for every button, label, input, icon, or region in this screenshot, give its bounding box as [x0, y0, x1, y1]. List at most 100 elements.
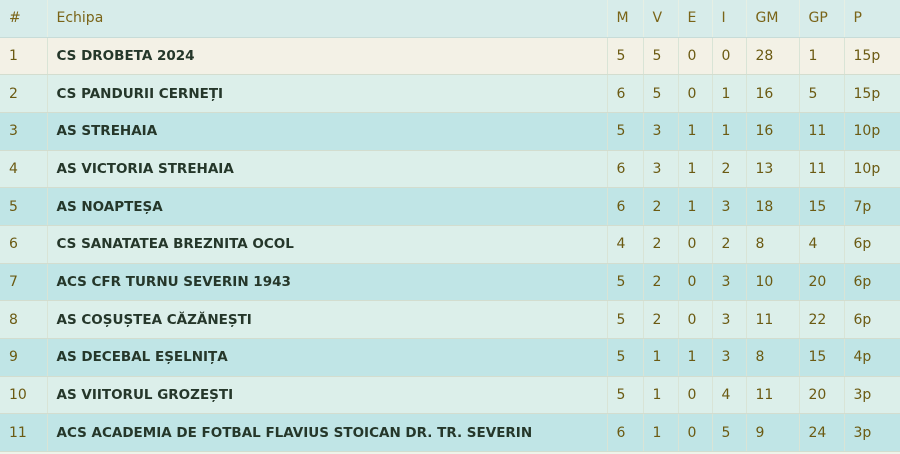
- table-row: 8 AS COȘUȘTEA CĂZĂNEȘTI 5 2 0 3 11 22 6p: [0, 300, 900, 339]
- cell-wins: 1: [643, 376, 679, 415]
- cell-losses: 2: [712, 150, 747, 189]
- header-losses: I: [712, 0, 747, 38]
- cell-wins: 5: [643, 37, 679, 76]
- cell-goals-against: 22: [799, 300, 845, 339]
- table-row: 5 AS NOAPTEȘA 6 2 1 3 18 15 7p: [0, 187, 900, 226]
- cell-losses: 4: [712, 376, 747, 415]
- header-team: Echipa: [47, 0, 608, 38]
- cell-team: ACS ACADEMIA DE FOTBAL FLAVIUS STOICAN D…: [47, 413, 608, 453]
- cell-losses: 5: [712, 413, 747, 453]
- cell-goals-for: 11: [746, 376, 800, 415]
- cell-matches: 5: [607, 112, 644, 151]
- cell-goals-against: 11: [799, 150, 845, 189]
- cell-goals-against: 20: [799, 376, 845, 415]
- cell-points: 7p: [844, 187, 900, 226]
- cell-points: 6p: [844, 263, 900, 302]
- cell-team: AS COȘUȘTEA CĂZĂNEȘTI: [47, 300, 608, 339]
- cell-team: CS SANATATEA BREZNITA OCOL: [47, 225, 608, 264]
- cell-goals-against: 24: [799, 413, 845, 453]
- cell-draws: 0: [678, 37, 713, 76]
- table-row: 2 CS PANDURII CERNEȚI 6 5 0 1 16 5 15p: [0, 74, 900, 113]
- cell-team: CS PANDURII CERNEȚI: [47, 74, 608, 113]
- cell-team: ACS CFR TURNU SEVERIN 1943: [47, 263, 608, 302]
- cell-goals-for: 11: [746, 300, 800, 339]
- cell-points: 15p: [844, 37, 900, 76]
- cell-draws: 0: [678, 225, 713, 264]
- header-matches: M: [607, 0, 644, 38]
- cell-goals-for: 9: [746, 413, 800, 453]
- cell-draws: 1: [678, 338, 713, 377]
- cell-team: AS VICTORIA STREHAIA: [47, 150, 608, 189]
- cell-matches: 5: [607, 263, 644, 302]
- cell-losses: 1: [712, 112, 747, 151]
- cell-wins: 3: [643, 112, 679, 151]
- cell-points: 3p: [844, 376, 900, 415]
- cell-draws: 0: [678, 74, 713, 113]
- cell-goals-against: 11: [799, 112, 845, 151]
- cell-wins: 2: [643, 225, 679, 264]
- cell-goals-for: 8: [746, 338, 800, 377]
- cell-goals-against: 5: [799, 74, 845, 113]
- cell-draws: 1: [678, 187, 713, 226]
- standings-header: # Echipa M V E I GM GP P: [0, 0, 900, 38]
- cell-draws: 1: [678, 112, 713, 151]
- cell-team: AS STREHAIA: [47, 112, 608, 151]
- cell-team: AS VIITORUL GROZEȘTI: [47, 376, 608, 415]
- cell-losses: 3: [712, 187, 747, 226]
- cell-position: 7: [0, 263, 48, 302]
- cell-points: 3p: [844, 413, 900, 453]
- cell-points: 6p: [844, 225, 900, 264]
- cell-matches: 5: [607, 338, 644, 377]
- cell-points: 4p: [844, 338, 900, 377]
- cell-wins: 1: [643, 413, 679, 453]
- cell-draws: 0: [678, 263, 713, 302]
- cell-goals-against: 20: [799, 263, 845, 302]
- cell-goals-against: 15: [799, 187, 845, 226]
- cell-goals-against: 1: [799, 37, 845, 76]
- table-row: 1 CS DROBETA 2024 5 5 0 0 28 1 15p: [0, 37, 900, 76]
- cell-position: 6: [0, 225, 48, 264]
- cell-matches: 6: [607, 413, 644, 453]
- cell-position: 2: [0, 74, 48, 113]
- cell-goals-for: 28: [746, 37, 800, 76]
- table-row: 10 AS VIITORUL GROZEȘTI 5 1 0 4 11 20 3p: [0, 376, 900, 415]
- cell-wins: 3: [643, 150, 679, 189]
- cell-wins: 1: [643, 338, 679, 377]
- table-row: 3 AS STREHAIA 5 3 1 1 16 11 10p: [0, 112, 900, 151]
- header-row: # Echipa M V E I GM GP P: [0, 0, 900, 38]
- cell-position: 1: [0, 37, 48, 76]
- cell-team: CS DROBETA 2024: [47, 37, 608, 76]
- cell-goals-for: 16: [746, 112, 800, 151]
- cell-position: 8: [0, 300, 48, 339]
- cell-goals-for: 18: [746, 187, 800, 226]
- cell-goals-for: 8: [746, 225, 800, 264]
- cell-losses: 3: [712, 338, 747, 377]
- standings-body: 1 CS DROBETA 2024 5 5 0 0 28 1 15p 2 CS PANDURII C…: [0, 37, 900, 453]
- header-wins: V: [643, 0, 679, 38]
- cell-wins: 2: [643, 263, 679, 302]
- cell-position: 3: [0, 112, 48, 151]
- cell-matches: 6: [607, 74, 644, 113]
- cell-points: 15p: [844, 74, 900, 113]
- table-row: 7 ACS CFR TURNU SEVERIN 1943 5 2 0 3 10 20 6p: [0, 263, 900, 302]
- cell-draws: 1: [678, 150, 713, 189]
- cell-goals-against: 4: [799, 225, 845, 264]
- cell-goals-against: 15: [799, 338, 845, 377]
- cell-points: 10p: [844, 112, 900, 151]
- table-row: 11 ACS ACADEMIA DE FOTBAL FLAVIUS STOICAN…: [0, 413, 900, 453]
- header-points: P: [844, 0, 900, 38]
- cell-losses: 2: [712, 225, 747, 264]
- cell-points: 6p: [844, 300, 900, 339]
- cell-losses: 0: [712, 37, 747, 76]
- cell-draws: 0: [678, 376, 713, 415]
- cell-wins: 5: [643, 74, 679, 113]
- cell-losses: 3: [712, 300, 747, 339]
- cell-draws: 0: [678, 413, 713, 453]
- cell-matches: 6: [607, 150, 644, 189]
- cell-matches: 5: [607, 300, 644, 339]
- cell-position: 10: [0, 376, 48, 415]
- cell-wins: 2: [643, 300, 679, 339]
- cell-wins: 2: [643, 187, 679, 226]
- cell-team: AS NOAPTEȘA: [47, 187, 608, 226]
- cell-team: AS DECEBAL EȘELNIȚA: [47, 338, 608, 377]
